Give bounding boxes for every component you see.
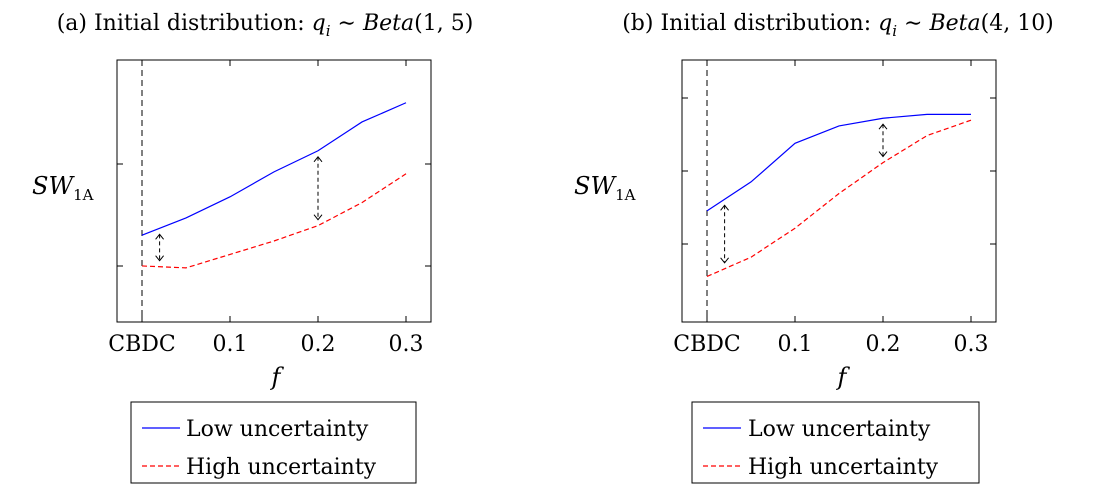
chart-panel-b: (b) Initial distribution: qi ∼ Beta(4, 1… [574,11,1054,484]
x-tick-label: CBDC [108,332,175,357]
chart-title-var: q [312,11,326,36]
chart-title: (a) Initial distribution: qi ∼ Beta(1, 5… [57,11,474,40]
series-low-uncertainty-line [706,113,971,212]
arrowhead-up [155,233,164,240]
chart-title-sim: ∼ [331,11,363,36]
x-tick-label: 0.1 [778,332,813,357]
series-high-uncertainty-line [706,119,972,278]
difference-arrows [720,123,888,264]
chart-title-dist: Beta [928,11,980,36]
chart-title-sub: i [326,22,331,40]
legend-box [691,401,980,484]
chart-panel-a: (a) Initial distribution: qi ∼ Beta(1, 5… [32,11,474,484]
legend-box [130,401,417,484]
x-tick-label: CBDC [673,332,740,357]
x-axis-label: f [836,363,851,391]
legend-high-label: High uncertainty [186,455,377,480]
y-axis-label-sub: 1A [615,186,636,204]
chart-title-prefix: (a) Initial distribution: [57,11,312,36]
legend: Low uncertainty High uncertainty [691,401,980,484]
x-tick-label: 0.3 [954,332,989,357]
chart-title-var: q [878,11,892,36]
difference-arrows [155,155,323,262]
y-axis-label: SW1A [574,172,636,204]
arrowhead-down [155,255,164,262]
legend-low-label: Low uncertainty [186,417,369,442]
y-axis-label-main: SW [32,172,75,200]
x-tick-label: 0.1 [213,332,248,357]
y-axis-label: SW1A [32,172,94,204]
chart-title-args: (4, 10) [981,11,1054,36]
x-tick-group: CBDC 0.1 0.2 0.3 [108,60,424,357]
x-axis-label: f [270,363,285,391]
legend-low-label: Low uncertainty [748,417,931,442]
series-low-uncertainty-line [141,102,407,236]
chart-title-sim: ∼ [897,11,929,36]
plot-frame [116,59,432,323]
chart-title-prefix: (b) Initial distribution: [622,11,878,36]
chart-title-sub: i [892,22,897,40]
arrowhead-down [878,151,888,158]
chart-title: (b) Initial distribution: qi ∼ Beta(4, 1… [622,11,1054,40]
y-axis-label-sub: 1A [73,186,94,204]
legend: Low uncertainty High uncertainty [130,401,417,484]
x-tick-label: 0.2 [301,332,336,357]
legend-high-label: High uncertainty [748,455,939,480]
chart-title-dist: Beta [362,11,414,36]
chart-title-args: (1, 5) [414,11,473,36]
series-high-uncertainty-line [141,173,407,269]
arrowhead-down [720,257,729,264]
arrowhead-up [313,155,323,163]
x-tick-group: CBDC 0.1 0.2 0.3 [673,60,989,357]
arrowhead-up [878,123,888,130]
y-axis-label-main: SW [574,172,617,200]
arrowhead-up [720,204,729,211]
arrowhead-down [313,214,323,221]
x-tick-label: 0.2 [866,332,901,357]
plot-frame [681,59,997,323]
x-tick-label: 0.3 [389,332,424,357]
